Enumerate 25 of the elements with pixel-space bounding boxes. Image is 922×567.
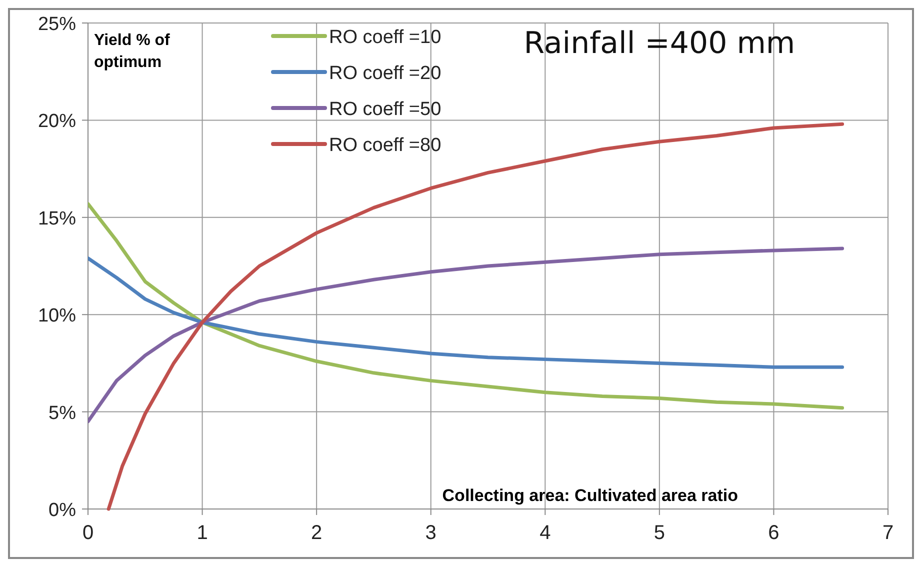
x-axis-title: Collecting area: Cultivated area ratio (442, 486, 738, 505)
x-tick-label: 2 (311, 522, 322, 544)
y-axis-title: Yield % of optimum (94, 32, 171, 71)
x-tick-label: 6 (768, 522, 780, 544)
legend-label: RO coeff =80 (329, 135, 442, 156)
y-tick-label: 5% (48, 402, 76, 424)
line-series (88, 246, 844, 424)
legend-label: RO coeff =50 (329, 99, 442, 120)
y-tick-label: 20% (38, 111, 76, 132)
x-tick-label: 3 (425, 522, 436, 544)
x-tick-label: 4 (540, 522, 551, 544)
chart-title: Rainfall =400 mm (524, 26, 796, 61)
y-tick-label: 15% (38, 208, 76, 230)
y-tick-label: 10% (38, 306, 76, 327)
x-tick-label: 1 (196, 522, 208, 544)
legend-label: RO coeff =10 (329, 27, 442, 48)
line-series (88, 256, 844, 369)
x-tick-label: 0 (82, 522, 94, 544)
y-tick-label: 0% (48, 500, 76, 521)
line-series (88, 202, 844, 410)
legend-label: RO coeff =20 (329, 63, 442, 84)
y-tick-label: 25% (38, 14, 76, 35)
line-series (106, 122, 844, 511)
x-tick-label: 5 (654, 522, 665, 544)
x-tick-label: 7 (882, 522, 894, 544)
